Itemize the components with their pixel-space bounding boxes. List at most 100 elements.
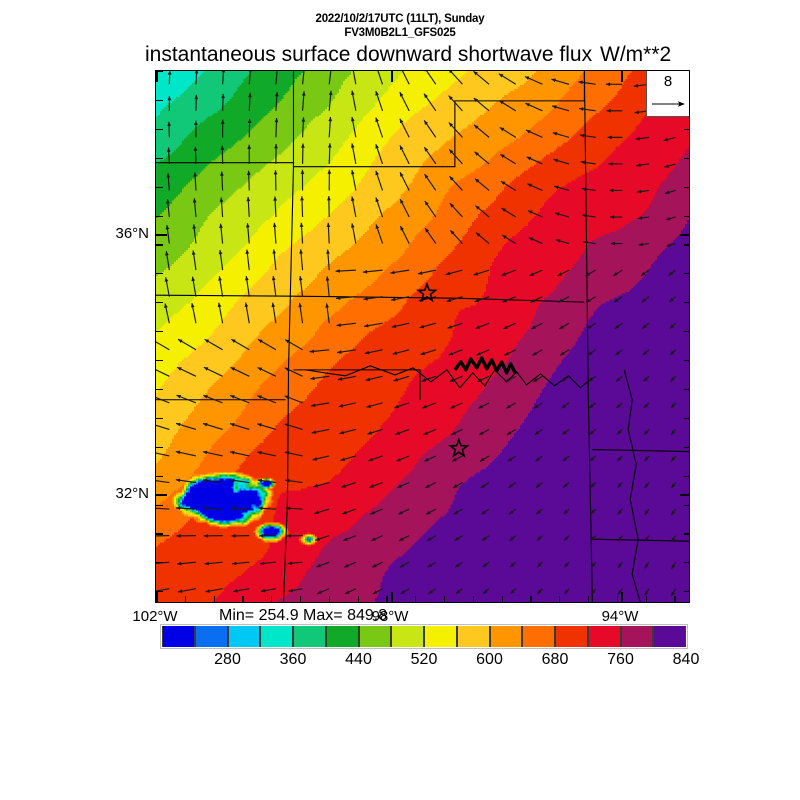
colorbar-segment[interactable] (620, 626, 654, 647)
axis-tick (680, 234, 689, 236)
colorbar-tick-label: 680 (541, 651, 569, 668)
axis-tick (156, 331, 163, 333)
colorbar-segment[interactable] (456, 626, 490, 647)
axis-tick (621, 592, 623, 602)
colorbar-tick-label: 360 (279, 651, 307, 668)
colorbar-segment[interactable] (162, 626, 195, 647)
colorbar-frame (160, 624, 688, 649)
colorbar-segment[interactable] (424, 626, 457, 647)
station-star-south (450, 440, 467, 456)
axis-tick (501, 596, 503, 602)
axis-tick (680, 494, 689, 496)
wind-vector-key: 8 (646, 71, 689, 117)
station-star-north (418, 284, 435, 300)
axis-tick (156, 244, 163, 246)
axis-tick (684, 360, 689, 362)
colorbar-tick-label: 520 (410, 651, 438, 668)
axis-tick (684, 475, 689, 477)
axis-tick (444, 596, 446, 602)
colorbar-segment[interactable] (391, 626, 424, 647)
colorbar-segment[interactable] (587, 626, 621, 647)
wind-vector-key-value: 8 (663, 73, 673, 90)
axis-tick (684, 244, 689, 246)
axis-tick (415, 596, 417, 602)
colorbar-segment[interactable] (194, 626, 228, 647)
axis-tick (684, 302, 689, 304)
colorbar-tick-label: 840 (672, 651, 700, 668)
axis-tick (156, 302, 163, 304)
axis-tick (156, 475, 163, 477)
axis-tick (684, 504, 689, 506)
axis-tick (156, 504, 163, 506)
axis-tick (156, 446, 163, 448)
axis-tick (684, 128, 689, 130)
axis-tick (156, 215, 163, 217)
axis-tick (156, 128, 163, 130)
axis-tick (684, 446, 689, 448)
colorbar-tick-label: 760 (607, 651, 634, 668)
datetime-line: 2022/10/2/17UTC (11LT), Sunday (315, 13, 485, 25)
page-title: instantaneous surface downward shortwave… (145, 43, 593, 66)
axis-tick (616, 596, 618, 602)
axis-tick (156, 360, 163, 362)
axis-tick (156, 591, 163, 593)
axis-tick (684, 215, 689, 217)
axis-tick (156, 186, 163, 188)
main-title-row: instantaneous surface downward shortwave… (0, 42, 800, 68)
x-tick-label-102w: 102°W (132, 608, 178, 625)
axis-tick (645, 596, 647, 602)
axis-tick (684, 533, 689, 535)
axis-tick (156, 533, 163, 535)
colorbar-segment[interactable] (293, 626, 326, 647)
colorbar-segment[interactable] (358, 626, 392, 647)
axis-tick (684, 273, 689, 275)
minmax-statistics: Min= 254.9 Max= 849.8 (219, 607, 388, 624)
colorbar-segment[interactable] (227, 626, 261, 647)
x-tick-label-94w: 94°W (601, 608, 639, 625)
axis-tick (391, 592, 393, 602)
axis-tick (156, 596, 158, 602)
colorbar-tick-labels: 280 360 440 520 600 680 760 840 (162, 650, 699, 670)
axis-tick (530, 596, 532, 602)
axis-tick (156, 234, 167, 236)
axis-tick (271, 596, 273, 602)
axis-tick (391, 71, 393, 82)
axis-tick (328, 596, 330, 602)
shortwave-flux-raster (156, 71, 689, 602)
axis-tick (156, 273, 163, 275)
axis-tick (156, 388, 163, 391)
colorbar-segment[interactable] (555, 626, 588, 647)
colorbar-segment[interactable] (489, 626, 523, 647)
colorbar-tick-label: 440 (345, 651, 372, 668)
map-plot-area[interactable]: 8 (155, 70, 690, 603)
right-arrow-icon (652, 101, 685, 107)
axis-tick (156, 99, 163, 102)
axis-tick (684, 157, 689, 159)
axis-tick (300, 596, 302, 602)
colorbar-tick-label: 280 (214, 651, 241, 668)
x-tick-label-98w: 98°W (371, 608, 409, 625)
colorbar-segment[interactable] (260, 626, 293, 647)
colorbar-tick-label: 600 (476, 651, 503, 668)
axis-tick (242, 596, 244, 602)
axis-tick (357, 596, 359, 602)
axis-tick (156, 157, 163, 159)
axis-tick (156, 417, 163, 419)
axis-tick (156, 71, 158, 82)
axis-tick (684, 562, 689, 564)
axis-tick (684, 591, 689, 593)
axis-tick (559, 596, 561, 602)
y-tick-label-36n: 36°N (115, 225, 149, 242)
axis-tick (674, 596, 676, 602)
axis-tick (588, 596, 590, 602)
axis-tick (213, 596, 215, 602)
colorbar-segment[interactable] (522, 626, 555, 647)
colorbar-segment[interactable] (653, 626, 686, 647)
colorbar-segment[interactable] (325, 626, 359, 647)
axis-tick (386, 596, 388, 602)
colorbar[interactable] (162, 626, 686, 647)
title-block: 2022/10/2/17UTC (11LT), Sunday FV3M0B2L1… (0, 12, 800, 40)
axis-tick (684, 417, 689, 419)
axis-tick (472, 596, 474, 602)
axis-tick (684, 388, 689, 391)
